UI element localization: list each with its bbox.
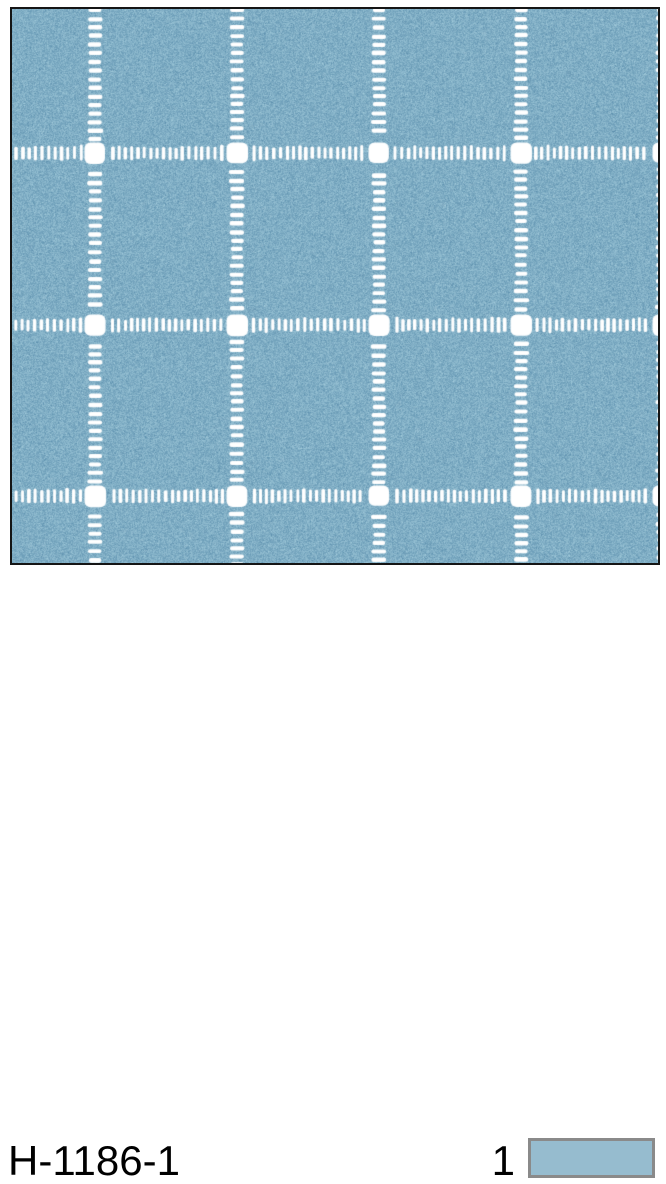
- swatch-caption-bar: H-1186-1 1: [0, 565, 666, 1183]
- swatch-code-label: H-1186-1: [8, 1137, 180, 1184]
- color-chip: [528, 1138, 655, 1178]
- fabric-swatch: [10, 7, 660, 565]
- quantity-label: 1: [491, 1137, 515, 1184]
- fabric-pattern-canvas: [12, 9, 658, 563]
